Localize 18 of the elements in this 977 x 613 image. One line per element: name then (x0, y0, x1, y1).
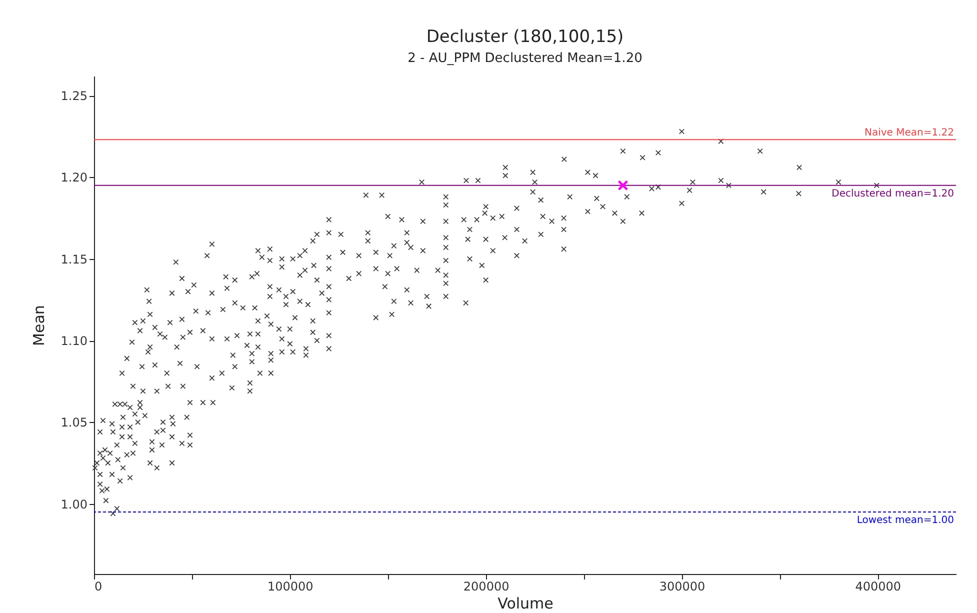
ref-line-label: Lowest mean=1.00 (856, 514, 954, 526)
x-tick-label: 300000 (659, 580, 706, 594)
ref-line-label: Naive Mean=1.22 (864, 128, 954, 139)
y-tick-label: 1.10 (60, 334, 88, 348)
x-tick-label: 400000 (855, 580, 902, 594)
y-tick-label: 1.05 (60, 416, 88, 430)
y-tick-label: 1.15 (60, 252, 88, 266)
x-tick-label: 200000 (463, 580, 510, 594)
y-tick-label: 1.20 (60, 170, 88, 185)
y-tick-label: 1.25 (60, 89, 88, 104)
x-axis-title: Volume (498, 594, 554, 612)
chart-title: Decluster (180,100,15) (426, 27, 624, 47)
y-tick-label: 1.00 (60, 497, 88, 512)
x-tick-label: 100000 (268, 580, 314, 594)
ref-line-label: Declustered mean=1.20 (832, 188, 954, 200)
y-axis-title: Mean (30, 305, 48, 346)
x-tick-label: 0 (94, 580, 102, 594)
chart-subtitle: 2 - AU_PPM Declustered Mean=1.20 (408, 51, 642, 66)
